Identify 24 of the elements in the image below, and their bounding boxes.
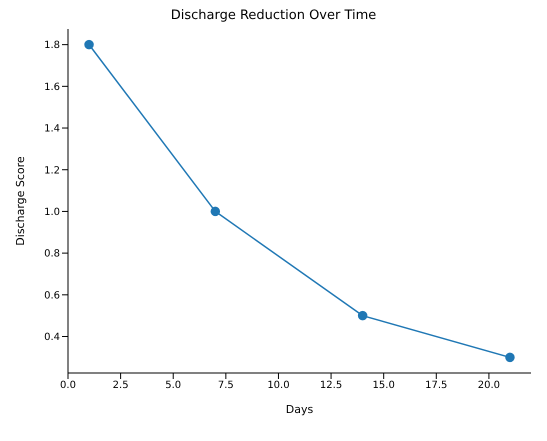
x-tick-label: 7.5 [218,380,234,392]
point [84,40,94,50]
y-tick-label: 1.6 [44,82,60,93]
y-tick-label: 0.4 [44,332,60,344]
chart-title: Discharge Reduction Over Time [170,8,378,23]
x-tick-label: 17.5 [425,380,448,392]
y-tick-label: 0.8 [44,248,60,260]
y-tick-label: 1.8 [44,40,60,52]
y-tick-label: 1.2 [44,165,60,176]
y-tick-label: 1.0 [44,206,60,218]
point [358,310,368,320]
y-axis-title: Discharge Score [14,156,27,246]
x-tick-label: 12.5 [320,380,342,392]
x-tick-label: 10.0 [267,380,290,392]
x-tick-label: 2.5 [112,380,129,392]
x-axis-title: Days [286,403,314,416]
x-tick-label: 0.0 [60,380,76,392]
y-tick-label: 0.6 [44,290,60,302]
x-tick-label: 5.0 [165,380,182,392]
x-tick-label: 15.0 [372,380,395,392]
x-tick-label: 20.0 [478,380,500,392]
point [505,352,515,362]
point [210,206,220,216]
y-tick-label: 1.4 [44,124,60,135]
